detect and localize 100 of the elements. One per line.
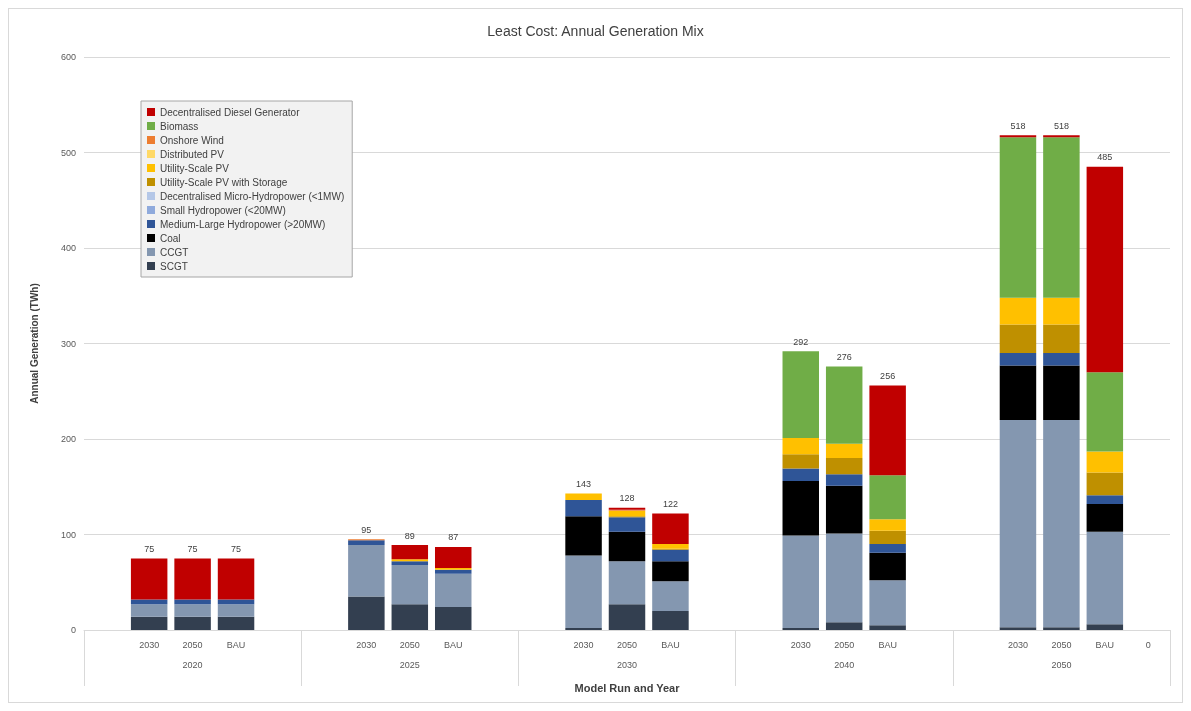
bar [348,540,385,546]
bar [825,443,863,459]
bar [869,625,906,630]
bar [565,493,602,501]
bar [782,454,819,469]
bar [1043,353,1080,366]
bar [1086,495,1124,504]
text: 2040 [834,659,855,670]
bar [217,604,255,617]
bar [825,458,863,475]
bar [999,419,1037,628]
bar [1086,372,1124,452]
total-label: 276 [836,351,852,362]
bar [391,561,429,566]
bar [565,555,602,629]
bar [825,485,863,534]
bar [130,599,168,605]
legend-label: Coal [160,232,181,244]
bar [435,569,472,574]
x-tick-label: 2050 [616,639,638,650]
text: 2030 [616,659,638,670]
bar [608,531,646,562]
bar [999,353,1037,366]
bar [652,561,689,582]
bar [1043,137,1080,298]
bar [1043,419,1080,628]
bar [174,599,211,605]
y-axis-title: Annual Generation (TWh) [28,283,40,404]
bar [1043,627,1080,630]
bar [174,558,211,600]
bar [1043,324,1080,354]
x-tick-label: BAU [226,639,246,650]
total-label: 75 [187,543,198,554]
bar [1086,472,1124,496]
x-tick-label: BAU [661,639,680,650]
bar [652,549,689,562]
x-tick-label: BAU [443,639,463,650]
total-label: 485 [1097,152,1113,163]
total-label: 87 [448,532,459,543]
total-label: 143 [576,478,592,489]
y-tick-label: 200 [60,434,76,444]
y-tick-label: 300 [60,338,76,349]
bar [825,474,863,486]
y-tick-label: 100 [60,529,76,540]
legend-label: CCGT [160,246,189,258]
legend-label: Distributed PV [160,148,225,160]
bar [782,351,819,439]
bar [825,622,863,630]
x-axis-title: Model Run and Year [574,681,681,694]
bar [825,533,863,623]
x-tick-label: 2030 [139,639,160,650]
bar [782,481,819,536]
bar [1043,297,1080,325]
legend-label: Medium-Large Hydropower (>20MW) [160,218,326,230]
total-label: 256 [880,371,896,382]
x-tick-label: BAU [878,639,897,650]
legend-label: Small Hydropower (<20MW) [160,204,286,216]
bar [391,604,429,630]
bar [999,324,1037,354]
total-label: 518 [1053,120,1069,131]
text: 2050 [1051,659,1072,670]
chart-title: Least Cost: Annual Generation Mix [487,23,704,39]
bar [435,546,472,568]
x-tick-label: 0 [1145,639,1151,650]
bar [1086,451,1124,473]
x-tick-label: 2030 [573,639,594,650]
bar [174,604,211,617]
legend-label: Utility-Scale PV with Storage [160,176,288,188]
bar [652,610,689,630]
bar [869,530,906,545]
y-tick-label: 0 [70,625,76,635]
bar [391,565,429,605]
bar [348,596,385,630]
x-tick-label: BAU [1095,639,1115,650]
bar [174,616,211,630]
bar [608,561,646,605]
bar [999,627,1037,630]
bar [782,438,819,455]
total-label: 89 [404,530,415,541]
bar [130,558,168,600]
y-tick-label: 600 [60,52,76,62]
bar [608,517,646,532]
text: 2025 [399,659,420,670]
bar [869,580,906,626]
bar [869,544,906,553]
bar [1086,624,1124,630]
bar [391,545,429,560]
bar [565,516,602,556]
legend-label: SCGT [160,260,188,272]
x-tick-label: 2030 [356,639,377,650]
bar [130,616,168,630]
total-label: 128 [619,493,635,504]
bar [435,607,472,630]
total-label: 518 [1010,120,1026,131]
legend-label: Onshore Wind [160,134,224,146]
bar [869,385,906,476]
legend-label: Biomass [160,120,199,132]
bar [652,513,689,545]
bar [782,535,819,629]
total-label: 292 [793,336,809,347]
